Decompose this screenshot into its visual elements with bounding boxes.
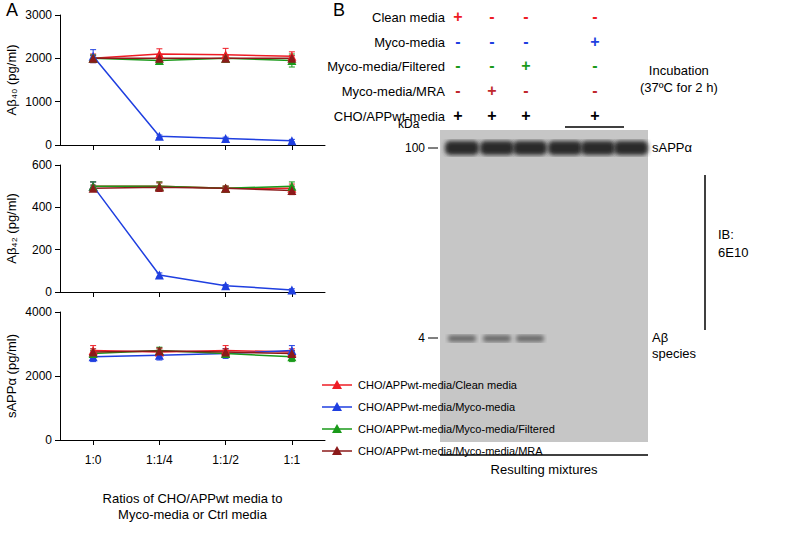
html-text:B: B [333, 0, 345, 20]
svg-text:2000: 2000 [25, 51, 52, 65]
svg-text:400: 400 [32, 200, 52, 214]
svg-text:Ratios of CHO/APPwt media to: Ratios of CHO/APPwt media to [103, 491, 283, 506]
html-text:CHO/APPwt-media/Clean media: CHO/APPwt-media/Clean media [358, 379, 517, 391]
svg-text:1:0: 1:0 [85, 453, 102, 467]
svg-text:0: 0 [45, 433, 52, 447]
html-text:IB: 6E10: IB: 6E10 [718, 227, 749, 260]
html-text:Myco-media: Myco-media [374, 35, 445, 50]
svg-text:0: 0 [45, 138, 52, 152]
svg-text:2000: 2000 [25, 369, 52, 383]
svg-text:0: 0 [45, 285, 52, 299]
html-text:sAPPα: sAPPα [652, 140, 692, 155]
svg-text:3000: 3000 [25, 8, 52, 22]
svg-text:600: 600 [32, 158, 52, 172]
html-text:CHO/APPwt-media: CHO/APPwt-media [333, 109, 445, 124]
html-text:Clean media: Clean media [372, 10, 445, 25]
svg-text:Myco-media or Ctrl media: Myco-media or Ctrl media [118, 507, 268, 522]
html-text:Myco-media/Filtered: Myco-media/Filtered [327, 59, 445, 74]
html-text:Myco-media/MRA: Myco-media/MRA [341, 84, 445, 99]
svg-text:1:1/2: 1:1/2 [212, 453, 239, 467]
svg-text:1:1/4: 1:1/4 [146, 453, 173, 467]
html-text:CHO/APPwt-media/Myco-media/MRA: CHO/APPwt-media/Myco-media/MRA [358, 445, 543, 457]
html-text:kDa: kDa [398, 117, 420, 131]
html-text:CHO/APPwt-media/Myco-media: CHO/APPwt-media/Myco-media [358, 401, 516, 413]
html-text:Incubation (37ºC for 2 h): Incubation (37ºC for 2 h) [640, 63, 718, 95]
svg-text:sAPPα (pg/ml): sAPPα (pg/ml) [4, 334, 19, 418]
html-text:CHO/APPwt-media/Myco-media/Fil: CHO/APPwt-media/Myco-media/Filtered [358, 423, 555, 435]
svg-text:Aβ₄₀ (pg/ml): Aβ₄₀ (pg/ml) [4, 45, 19, 116]
html-text:Resulting mixtures: Resulting mixtures [490, 462, 598, 477]
html-text:Aβ species: Aβ species [652, 330, 697, 361]
html-text:4: 4 [418, 331, 425, 345]
html-text:A: A [6, 0, 18, 20]
svg-text:Aβ₄₂ (pg/ml): Aβ₄₂ (pg/ml) [4, 193, 19, 264]
svg-text:1:1: 1:1 [284, 453, 301, 467]
svg-text:1000: 1000 [25, 95, 52, 109]
svg-text:200: 200 [32, 243, 52, 257]
html-text:100: 100 [405, 141, 425, 155]
svg-text:4000: 4000 [25, 305, 52, 319]
